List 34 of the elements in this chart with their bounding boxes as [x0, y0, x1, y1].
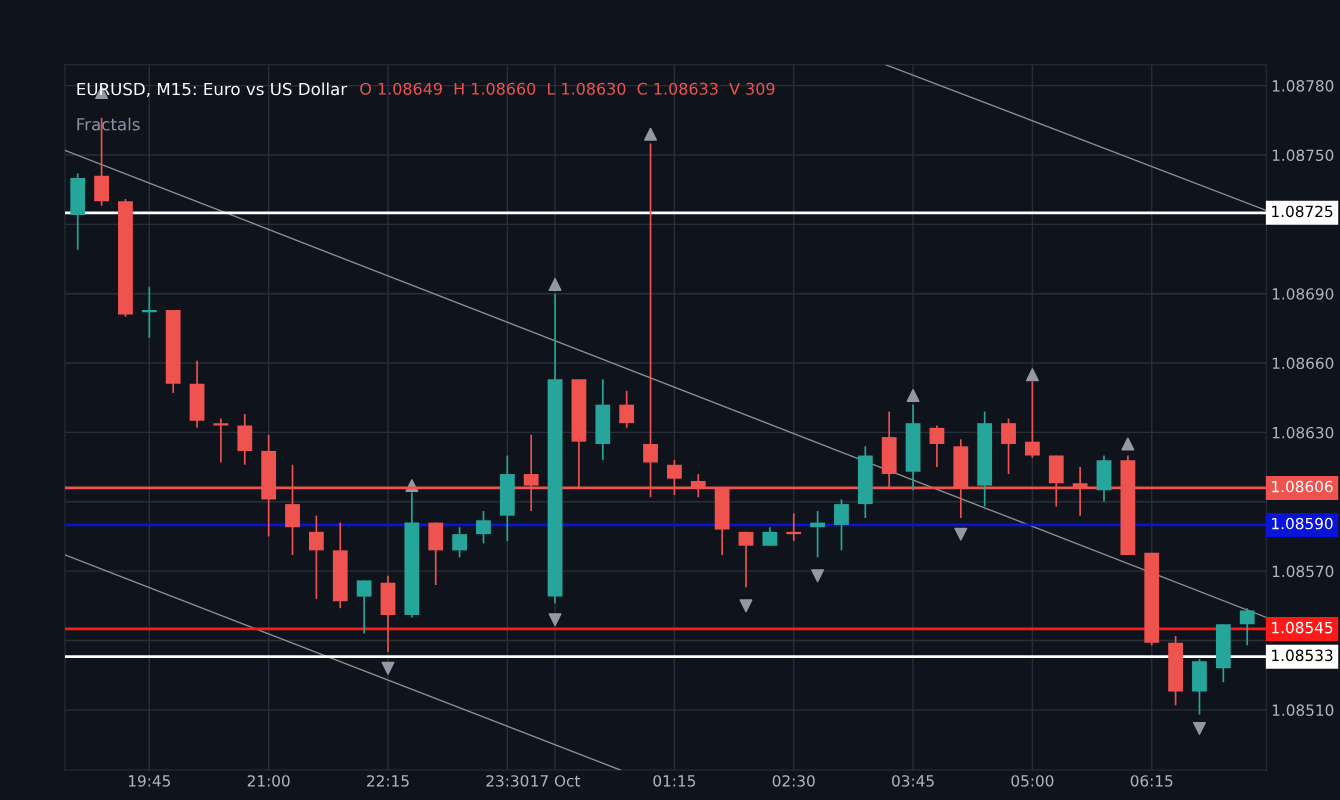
candlestick — [619, 389, 635, 429]
candlestick — [1001, 417, 1016, 475]
candlestick — [1239, 607, 1255, 646]
annotation: O 1.08649 H 1.08660 L 1.08630 C 1.08633 V 309 — [360, 82, 775, 95]
candlestick — [452, 526, 467, 559]
candlestick — [308, 514, 324, 600]
x-tick-label: 22:15 — [367, 775, 409, 787]
candlestick — [834, 498, 849, 552]
x-tick-label: 17 Oct — [531, 775, 581, 787]
x-tick-label: 02:30 — [772, 775, 815, 787]
x-tick-label: 03:45 — [892, 775, 934, 787]
ref-line-label: 1.08545 — [1272, 621, 1333, 634]
candlestick — [476, 510, 491, 545]
x-tick-label: 21:00 — [247, 775, 290, 787]
ref-line-label: 1.08533 — [1272, 649, 1333, 662]
ref-line-label: 1.08590 — [1272, 517, 1333, 530]
candlestick — [929, 424, 945, 468]
x-tick-label: 05:00 — [1011, 775, 1054, 787]
y-tick-label: 1.08780 — [1272, 80, 1334, 92]
x-tick-label: 01:15 — [653, 775, 696, 787]
x-tick-label: 23:30 — [486, 775, 529, 787]
x-tick-label: 06:15 — [1130, 775, 1173, 787]
y-tick-label: 1.08510 — [1272, 704, 1334, 716]
ref-line-label: 1.08725 — [1272, 205, 1333, 218]
y-tick-label: 1.08660 — [1272, 357, 1334, 370]
ref-line-label: 1.08606 — [1272, 480, 1333, 493]
y-tick-label: 1.08570 — [1272, 565, 1334, 578]
candlestick — [762, 526, 778, 547]
y-tick-label: 1.08630 — [1272, 426, 1334, 439]
y-tick-label: 1.08690 — [1272, 288, 1334, 300]
candlestick — [738, 531, 754, 589]
x-tick-label: 19:45 — [128, 775, 170, 787]
y-tick-label: 1.08750 — [1272, 149, 1334, 161]
candlestick — [356, 579, 372, 635]
